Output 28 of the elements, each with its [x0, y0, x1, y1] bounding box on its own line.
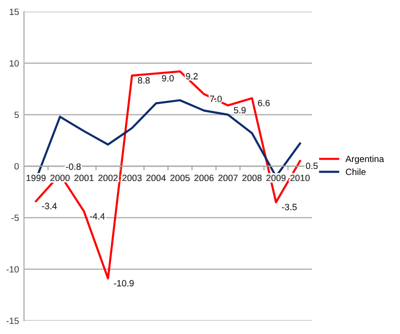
- x-tick-label: 2004: [146, 174, 166, 182]
- data-label: -4.4: [90, 213, 105, 220]
- data-label: 6.6: [258, 100, 270, 106]
- y-tick-label: -5: [12, 214, 19, 222]
- data-label: -0.8: [66, 163, 81, 170]
- y-tick-label: 5: [14, 112, 19, 118]
- data-label: 8.8: [138, 77, 150, 84]
- y-tick-label: -10: [6, 266, 19, 273]
- data-label: 0.5: [306, 162, 318, 170]
- legend-label: Argentina: [345, 155, 384, 164]
- data-label: 9.0: [162, 75, 174, 82]
- x-tick-label: 2008: [242, 174, 262, 182]
- legend-label: Chile: [346, 168, 366, 176]
- y-tick-label: 15: [10, 8, 19, 16]
- x-tick-label: 2003: [122, 174, 142, 182]
- y-tick-label: 10: [10, 60, 19, 67]
- y-tick-label: -15: [6, 318, 19, 324]
- x-tick-label: 2001: [74, 174, 94, 182]
- x-tick-label: 2002: [98, 174, 118, 182]
- x-tick-label: 2007: [218, 174, 238, 182]
- y-tick-label: 0: [14, 163, 19, 170]
- data-label: 9.2: [186, 73, 198, 80]
- x-tick-label: 2006: [194, 174, 214, 182]
- x-tick-label: 2005: [170, 174, 190, 182]
- data-label: -3.5: [282, 204, 297, 210]
- data-label: -3.4: [42, 202, 57, 210]
- data-label: -10.9: [114, 280, 134, 286]
- data-label: 5.9: [234, 107, 246, 114]
